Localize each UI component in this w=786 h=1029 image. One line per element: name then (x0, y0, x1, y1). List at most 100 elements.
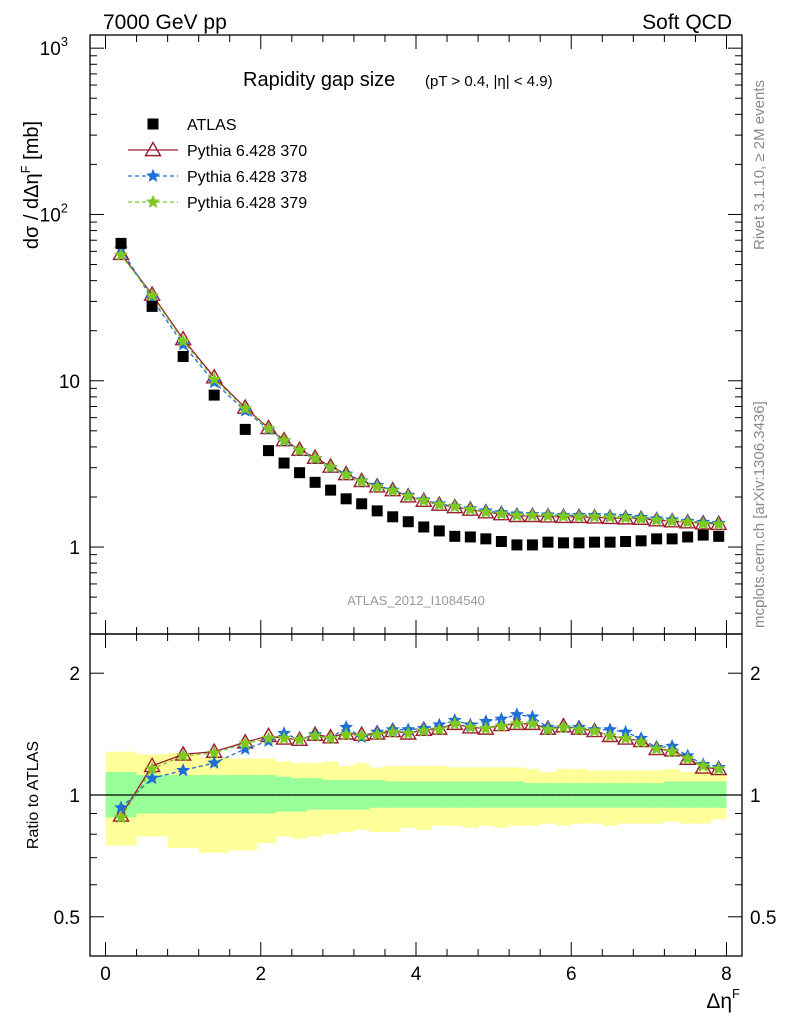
main-point-atlas (239, 423, 251, 435)
ratio-inner-band (276, 776, 292, 812)
main-point-pythia-6-428-379 (494, 506, 509, 520)
main-point-atlas (325, 484, 337, 496)
legend-label-atlas: ATLAS (187, 117, 237, 134)
ratio-point-pythia-6-428-379 (385, 724, 400, 739)
ratio-point-pythia-6-428-379 (494, 718, 509, 733)
y-tick-label: 10 (59, 372, 80, 393)
y-tick-label-right: 1 (750, 786, 761, 807)
ratio-point-pythia-6-428-379 (292, 732, 307, 746)
main-point-atlas (666, 533, 678, 545)
main-point-pythia-6-428-379 (634, 511, 649, 525)
legend-marker-pythia-6-428-370 (144, 141, 162, 157)
ratio-inner-band (307, 778, 323, 810)
y-axis-label-sup: F (18, 165, 33, 173)
ratio-point-pythia-6-428-379 (339, 727, 354, 741)
y-tick-label-right: 0.5 (750, 908, 776, 929)
main-point-atlas (573, 537, 585, 549)
main-point-atlas (604, 536, 616, 548)
ratio-point-pythia-6-428-378 (207, 755, 222, 769)
ratio-point-pythia-6-428-379 (572, 722, 586, 736)
main-point-pythia-6-428-379 (401, 489, 416, 503)
main-point-atlas (177, 350, 189, 362)
main-point-pythia-6-428-379 (680, 514, 695, 529)
main-point-pythia-6-428-379 (556, 509, 571, 523)
main-point-pythia-6-428-379 (696, 516, 711, 530)
x-axis-label-sup: F (732, 986, 740, 1001)
main-point-pythia-6-428-379 (145, 288, 160, 302)
legend: ATLAS Pythia 6.428 370 Pythia 6.428 378 Pyt… (128, 117, 307, 212)
main-point-pythia-6-428-379 (572, 509, 586, 523)
main-point-pythia-6-428-379 (114, 247, 128, 261)
main-point-pythia-6-428-379 (339, 467, 354, 481)
main-plot: 1 10 102 103 Rapidity gap size (pT > 0.4, |… (18, 34, 743, 635)
main-point-pythia-6-428-379 (323, 459, 338, 474)
main-point-pythia-6-428-379 (432, 497, 447, 511)
ratio-point-pythia-6-428-379 (207, 745, 222, 759)
main-point-pythia-6-428-379 (238, 401, 253, 415)
ratio-point-pythia-6-428-379 (463, 720, 478, 734)
legend-label-pythia-6-428-370: Pythia 6.428 370 (187, 143, 307, 160)
ratio-point-pythia-6-428-379 (401, 726, 416, 740)
ratio-point-pythia-6-428-379 (261, 731, 276, 745)
main-point-atlas (557, 537, 569, 549)
main-point-pythia-6-428-379 (207, 372, 222, 386)
main-point-pythia-6-428-379 (603, 510, 617, 524)
main-point-pythia-6-428-379 (277, 433, 291, 447)
main-point-atlas (208, 389, 220, 401)
ratio-point-pythia-6-428-379 (541, 722, 555, 736)
legend-marker-atlas (147, 118, 159, 130)
rivet-label: Rivet 3.1.10, ≥ 2M events (751, 80, 768, 250)
ratio-point-pythia-6-428-379 (680, 751, 695, 765)
main-point-pythia-6-428-379 (618, 510, 633, 524)
ratio-point-pythia-6-428-379 (509, 716, 524, 730)
main-point-pythia-6-428-379 (525, 508, 540, 522)
main-point-pythia-6-428-379 (261, 421, 276, 435)
ratio-point-pythia-6-428-378 (238, 741, 253, 755)
x-axis-label: ΔηF (706, 986, 740, 1013)
legend-label-pythia-6-428-378: Pythia 6.428 378 (187, 169, 307, 186)
y-axis-label: dσ / dΔηF [mb] (18, 121, 43, 249)
ratio-inner-band (167, 775, 199, 814)
ratio-point-pythia-6-428-379 (618, 731, 633, 745)
y-tick-label-right: 2 (750, 664, 761, 685)
main-point-atlas (433, 525, 445, 537)
ratio-point-pythia-6-428-378 (176, 763, 191, 777)
ratio-plot: 0 2 4 6 8 0.5 0.5 1 1 2 2 Ratio to ATLAS ΔηF (25, 633, 776, 1013)
ratio-inner-band (256, 775, 277, 814)
y-tick-label: 102 (40, 200, 68, 226)
main-point-atlas (480, 533, 492, 545)
main-point-atlas (651, 533, 663, 545)
y-tick-label: 1 (69, 538, 80, 559)
main-point-atlas (294, 467, 306, 479)
ratio-point-pythia-6-428-379 (354, 728, 369, 742)
main-point-atlas (402, 516, 414, 528)
main-point-atlas (620, 535, 632, 547)
ratio-point-pythia-6-428-379 (114, 810, 128, 824)
main-point-atlas (635, 535, 647, 547)
main-point-atlas (263, 445, 275, 457)
x-tick-label: 8 (721, 964, 732, 985)
ratio-point-pythia-6-428-379 (416, 723, 431, 737)
main-point-atlas (511, 539, 523, 551)
main-point-pythia-6-428-379 (649, 512, 664, 527)
chart-subtitle: (pT > 0.4, |η| < 4.9) (425, 73, 553, 90)
ratio-point-pythia-6-428-379 (238, 736, 253, 750)
y-axis-label-unit: [mb] (21, 121, 43, 165)
main-point-pythia-6-428-379 (385, 483, 400, 497)
main-point-pythia-6-428-379 (176, 333, 191, 348)
ratio-point-pythia-6-428-379 (308, 728, 323, 742)
main-point-atlas (278, 457, 290, 469)
main-point-pythia-6-428-379 (292, 443, 307, 457)
ratio-point-pythia-6-428-379 (277, 731, 291, 745)
y-tick-label: 2 (69, 664, 80, 685)
main-line-pythia-6-428-370 (120, 253, 719, 525)
ratio-point-pythia-6-428-379 (525, 716, 540, 730)
main-point-pythia-6-428-379 (308, 450, 323, 465)
ratio-point-pythia-6-428-379 (665, 744, 680, 758)
ratio-point-pythia-6-428-379 (370, 727, 385, 741)
ratio-inner-band (369, 779, 385, 808)
y-tick-label: 1 (69, 786, 80, 807)
ratio-point-pythia-6-428-379 (556, 720, 571, 734)
ratio-point-pythia-6-428-379 (323, 731, 338, 745)
